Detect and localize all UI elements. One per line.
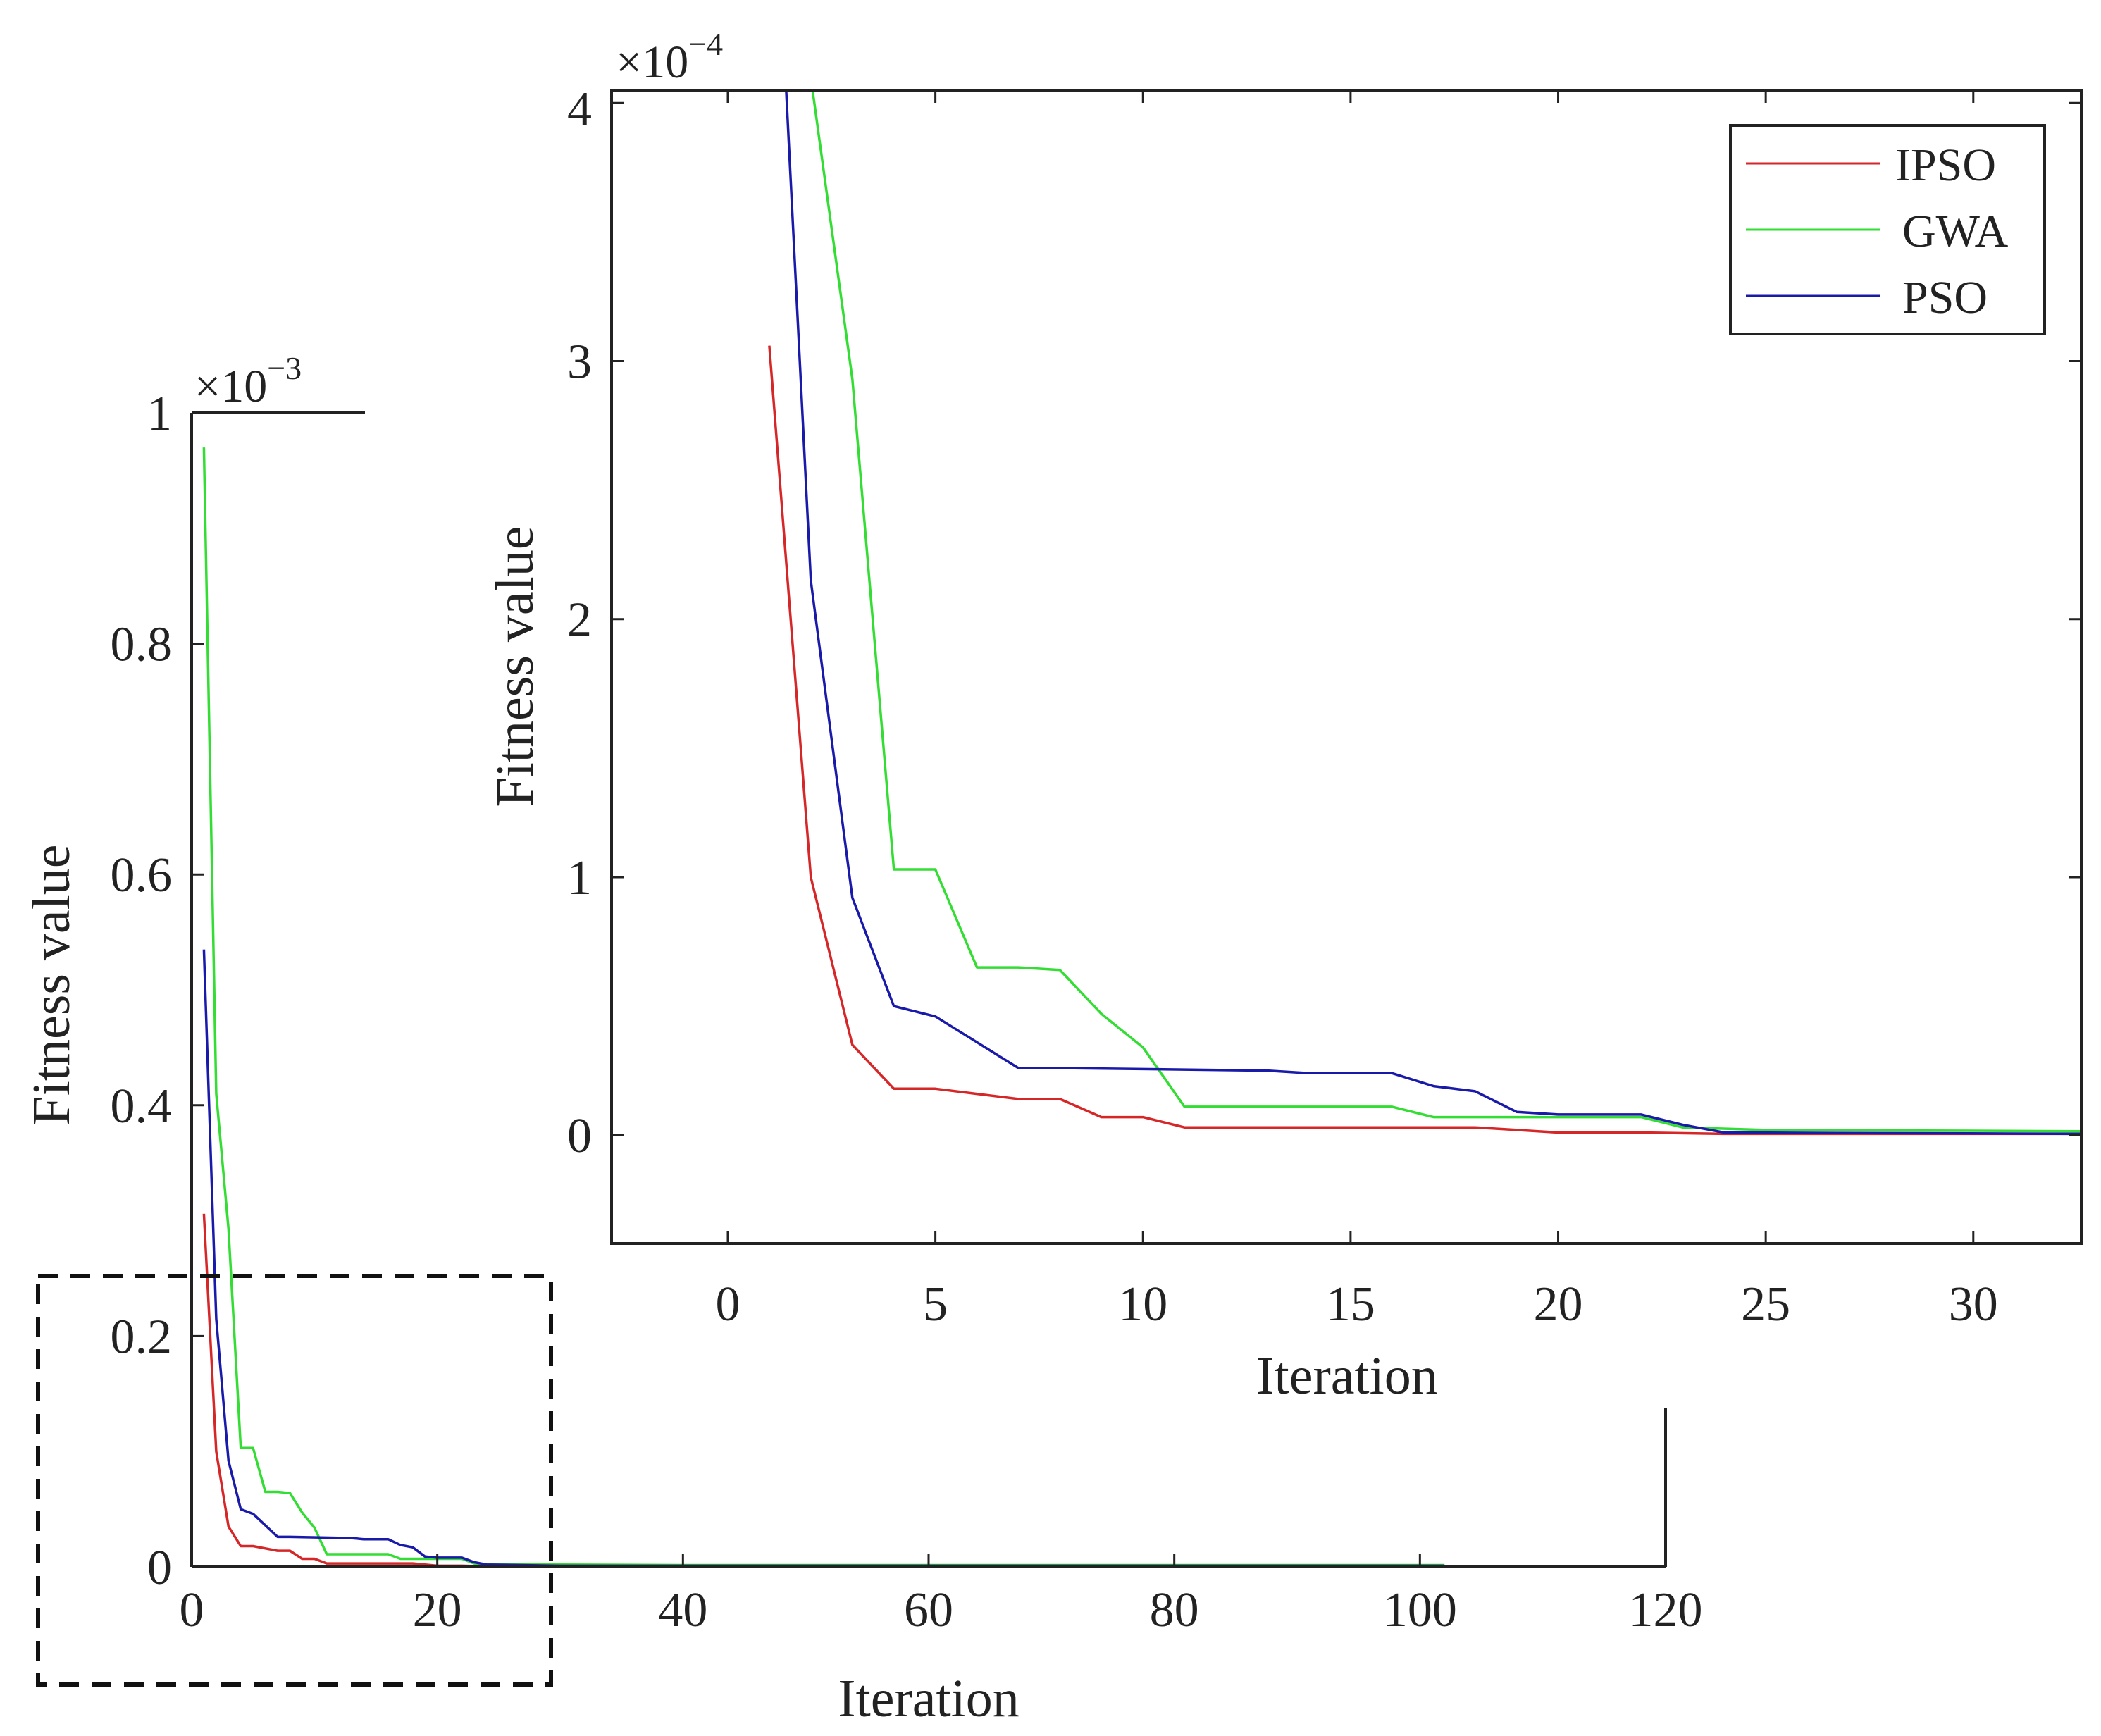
inset-x-tick-label: 20: [1534, 1277, 1583, 1332]
main-x-tick-label: 120: [1629, 1583, 1703, 1637]
main-y-tick-label: 0: [147, 1541, 172, 1595]
inset-y-tick-label: 2: [567, 593, 592, 647]
inset-x-tick-label: 30: [1949, 1277, 1998, 1332]
inset-y-tick-label: 4: [567, 82, 592, 137]
legend-label-gwa: GWA: [1902, 206, 2009, 257]
inset-plot-frame: [610, 89, 2083, 1245]
inset-y-axis-label: Fitness value: [485, 526, 545, 807]
main-x-tick-label: 0: [180, 1583, 204, 1637]
main-x-tick-label: 100: [1383, 1583, 1457, 1637]
main-x-tick-label: 20: [413, 1583, 462, 1637]
inset-x-tick-label: 15: [1326, 1277, 1375, 1332]
main-x-tick-label: 80: [1150, 1583, 1199, 1637]
inset-x-tick-label: 25: [1741, 1277, 1790, 1332]
main-x-axis-label: Iteration: [838, 1669, 1019, 1728]
inset-x-axis-label: Iteration: [1256, 1346, 1437, 1406]
main-y-tick-label: 1: [147, 387, 172, 441]
inset-y-tick-label: 0: [567, 1109, 592, 1163]
inset-series-gwa: [811, 90, 2081, 1133]
inset-x-tick-label: 5: [923, 1277, 948, 1332]
inset-series-pso: [785, 90, 2081, 1136]
inset-y-tick-label: 1: [567, 851, 592, 905]
inset-chart: 0 5 10 15 20 25 30 0 1 2 3 4 ×10−4 Iteration Fitnes…: [485, 26, 2083, 1406]
inset-series-ipso: [768, 345, 2081, 1136]
inset-tick-group: 0 5 10 15 20 25 30 0 1 2 3 4: [567, 82, 2081, 1332]
main-y-tick-label: 0.6: [111, 848, 173, 903]
main-x-tick-label: 40: [658, 1583, 707, 1637]
inset-y-tick-label: 3: [567, 335, 592, 390]
main-exponent-label: ×10−3: [194, 350, 302, 412]
main-y-tick-label: 0.4: [111, 1079, 173, 1134]
main-y-axis-label: Fitness value: [22, 845, 81, 1126]
inset-x-tick-label: 0: [715, 1277, 740, 1332]
main-y-tick-label: 0.8: [111, 618, 173, 672]
inset-x-tick-label: 10: [1118, 1277, 1167, 1332]
inset-exponent-label: ×10−4: [616, 26, 723, 88]
main-y-tick-label: 0.2: [111, 1310, 173, 1364]
legend-label-ipso: IPSO: [1895, 140, 1996, 191]
main-x-tick-label: 60: [904, 1583, 953, 1637]
inset-series-group: [768, 90, 2081, 1136]
legend-label-pso: PSO: [1902, 272, 1988, 323]
zoom-region-box: [36, 1274, 553, 1687]
legend: IPSO GWA PSO: [1729, 124, 2046, 335]
main-series-pso: [202, 949, 1445, 1567]
